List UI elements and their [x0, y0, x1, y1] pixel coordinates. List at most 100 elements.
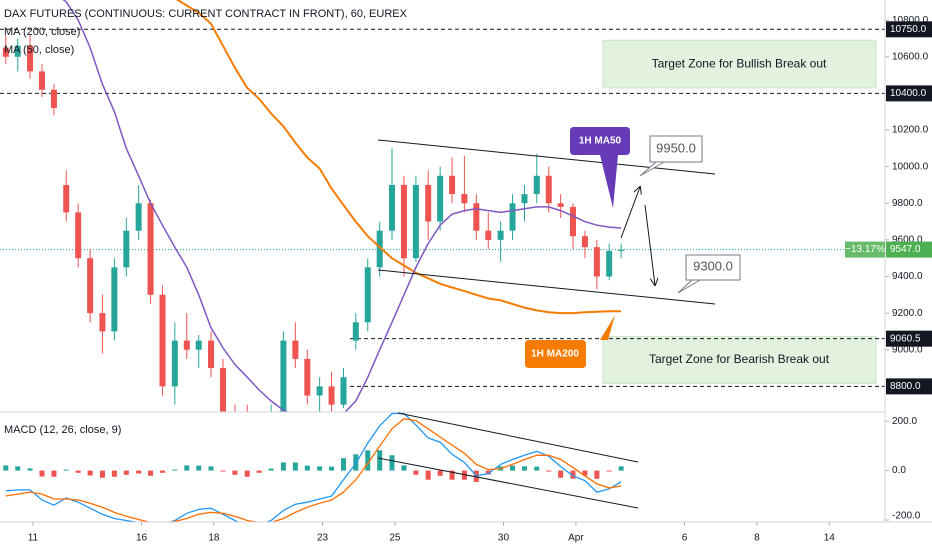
- ma-line: [62, 0, 622, 412]
- macd-histogram-bar: [317, 466, 323, 471]
- x-tick-label: 30: [498, 533, 510, 544]
- macd-histogram-bar: [304, 465, 310, 471]
- balloon-ma200: [525, 315, 615, 368]
- macd-histogram-bar: [63, 469, 69, 471]
- candle-body: [27, 45, 34, 72]
- candle-body: [340, 377, 347, 405]
- candle-body: [256, 423, 262, 432]
- target-zone: [602, 336, 877, 384]
- candle-body: [581, 236, 588, 248]
- candle-body: [352, 322, 359, 341]
- level-tag: [886, 378, 932, 395]
- macd-histogram-bar: [546, 470, 552, 472]
- candle-body: [159, 294, 166, 387]
- macd-histogram-bar: [172, 469, 178, 471]
- candle-body: [389, 184, 396, 231]
- candle-body: [111, 267, 118, 332]
- candle-body: [545, 175, 552, 204]
- macd-y-tick-label: 200.0: [892, 416, 917, 427]
- candle-body: [473, 203, 480, 231]
- macd-histogram-bar: [99, 470, 105, 478]
- macd-histogram-bar: [618, 466, 624, 471]
- y-tick-label: 9400.0: [892, 271, 923, 282]
- channel-upper: [377, 139, 716, 175]
- candle-body: [497, 230, 504, 240]
- candle-body: [123, 230, 130, 268]
- macd-histogram-bar: [15, 466, 21, 471]
- balloon-text: 1H MA200: [531, 349, 579, 360]
- macd-line: [5, 412, 622, 522]
- macd-histogram-bar: [594, 470, 600, 479]
- y-tick-label: 9600.0: [892, 235, 923, 246]
- macd-y-tick-label: -200.0: [892, 511, 921, 522]
- candle-body: [400, 184, 407, 259]
- channel-lower: [377, 269, 716, 305]
- macd-histogram-bar: [534, 466, 540, 471]
- x-tick-label: 8: [754, 533, 760, 544]
- candle-body: [533, 175, 540, 195]
- candle-body: [38, 71, 45, 90]
- candle-body: [183, 340, 190, 350]
- candle-body: [593, 247, 600, 277]
- candle-body: [376, 230, 383, 268]
- callout-box: [639, 135, 703, 177]
- candle-body: [521, 194, 528, 204]
- candle-body: [304, 358, 311, 396]
- macd-histogram-bar: [413, 470, 419, 475]
- candle-body: [280, 340, 287, 412]
- ma-line: [175, 0, 622, 315]
- level-tag: [886, 21, 932, 38]
- macd-histogram-bar: [196, 465, 202, 471]
- macd-channel-lower: [377, 457, 639, 509]
- macd-histogram-bar: [244, 470, 250, 477]
- candle-body: [328, 386, 335, 405]
- y-tick-label: 10600.0: [892, 51, 929, 62]
- candle-body: [292, 340, 299, 359]
- macd-histogram-bar: [558, 470, 564, 478]
- last-price-tag: [886, 241, 932, 258]
- callout-text: 9300.0: [693, 258, 733, 273]
- zone-label: Target Zone for Bearish Break out: [649, 352, 830, 366]
- candle-body: [75, 212, 82, 259]
- x-tick-label: 16: [136, 533, 148, 544]
- y-tick-label: 10200.0: [892, 125, 929, 136]
- macd-histogram-bar: [582, 470, 588, 476]
- candle-body: [244, 423, 250, 432]
- candle-body: [147, 203, 154, 295]
- legend-entry: MA (200, close): [4, 26, 80, 38]
- candle-body: [485, 230, 492, 240]
- macd-title: MACD (12, 26, close, 9): [4, 424, 121, 436]
- macd-histogram-bar: [3, 465, 9, 471]
- candle-body: [171, 340, 178, 387]
- x-tick-label: 6: [682, 533, 688, 544]
- level-tag-label: 9060.5: [890, 333, 921, 344]
- macd-histogram-bar: [341, 458, 347, 471]
- change-tag: [845, 241, 885, 258]
- callout-text: 9950.0: [656, 140, 696, 155]
- candle-body: [219, 368, 226, 412]
- candle-body: [509, 203, 516, 231]
- candle-body: [449, 175, 456, 195]
- change-tag-label: −13.17%: [845, 244, 885, 255]
- callout-box: [677, 254, 741, 294]
- zone-label: Target Zone for Bullish Break out: [652, 56, 827, 70]
- candle-body: [208, 340, 215, 369]
- macd-histogram-bar: [377, 450, 383, 471]
- macd-histogram-bar: [425, 470, 431, 480]
- signal-line: [5, 418, 622, 522]
- y-tick-label: 10000.0: [892, 161, 929, 172]
- macd-histogram-bar: [256, 470, 262, 473]
- macd-histogram-bar: [220, 470, 226, 472]
- macd-histogram-bar: [111, 470, 117, 477]
- candle-body: [412, 184, 419, 259]
- macd-histogram-bar: [184, 465, 190, 471]
- macd-histogram-bar: [606, 470, 612, 472]
- x-tick-label: 11: [28, 533, 39, 544]
- y-tick-label: 9800.0: [892, 198, 923, 209]
- y-tick-label: 9200.0: [892, 308, 923, 319]
- level-tag: [886, 85, 932, 102]
- candle-body: [461, 194, 468, 204]
- macd-channel-upper: [397, 412, 639, 463]
- x-tick-label: 23: [317, 533, 329, 544]
- macd-histogram-bar: [148, 470, 154, 476]
